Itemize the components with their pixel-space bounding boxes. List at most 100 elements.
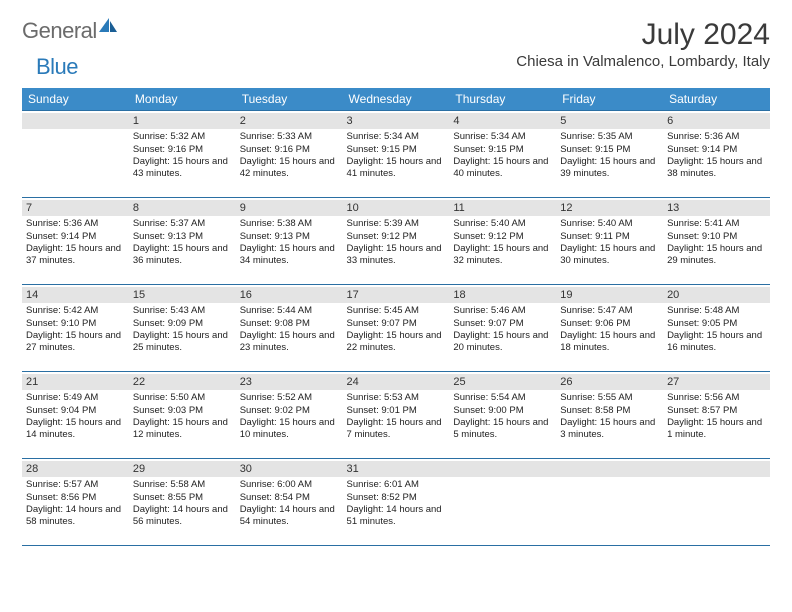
- calendar-day-cell: 28Sunrise: 5:57 AMSunset: 8:56 PMDayligh…: [22, 459, 129, 546]
- sunrise-line: Sunrise: 5:45 AM: [347, 305, 446, 317]
- sunrise-line: Sunrise: 5:42 AM: [26, 305, 125, 317]
- sunset-line: Sunset: 9:12 PM: [453, 231, 552, 243]
- sunset-line: Sunset: 9:01 PM: [347, 405, 446, 417]
- calendar-day-cell: 7Sunrise: 5:36 AMSunset: 9:14 PMDaylight…: [22, 198, 129, 285]
- sunrise-line: Sunrise: 5:41 AM: [667, 218, 766, 230]
- sunrise-line: Sunrise: 5:46 AM: [453, 305, 552, 317]
- calendar-day-cell: 19Sunrise: 5:47 AMSunset: 9:06 PMDayligh…: [556, 285, 663, 372]
- daylight-line: Daylight: 15 hours and 32 minutes.: [453, 243, 552, 268]
- daylight-line: Daylight: 15 hours and 3 minutes.: [560, 417, 659, 442]
- sunset-line: Sunset: 9:00 PM: [453, 405, 552, 417]
- sunrise-line: Sunrise: 5:52 AM: [240, 392, 339, 404]
- day-number: 20: [663, 287, 770, 303]
- day-number: 15: [129, 287, 236, 303]
- daylight-line: Daylight: 15 hours and 10 minutes.: [240, 417, 339, 442]
- calendar-day-cell: 25Sunrise: 5:54 AMSunset: 9:00 PMDayligh…: [449, 372, 556, 459]
- sunrise-line: Sunrise: 5:34 AM: [347, 131, 446, 143]
- weekday-header: Wednesday: [343, 88, 450, 111]
- day-number: 25: [449, 374, 556, 390]
- calendar-day-cell: 3Sunrise: 5:34 AMSunset: 9:15 PMDaylight…: [343, 111, 450, 198]
- daylight-line: Daylight: 15 hours and 43 minutes.: [133, 156, 232, 181]
- day-number: 28: [22, 461, 129, 477]
- day-number: 3: [343, 113, 450, 129]
- day-number-empty: [663, 461, 770, 477]
- day-number: 5: [556, 113, 663, 129]
- day-number: 23: [236, 374, 343, 390]
- sunset-line: Sunset: 9:07 PM: [347, 318, 446, 330]
- daylight-line: Daylight: 15 hours and 41 minutes.: [347, 156, 446, 181]
- day-number: 8: [129, 200, 236, 216]
- day-number: 19: [556, 287, 663, 303]
- sunrise-line: Sunrise: 5:36 AM: [667, 131, 766, 143]
- daylight-line: Daylight: 15 hours and 40 minutes.: [453, 156, 552, 181]
- weekday-header: Sunday: [22, 88, 129, 111]
- sunset-line: Sunset: 9:15 PM: [560, 144, 659, 156]
- day-number: 9: [236, 200, 343, 216]
- calendar-day-cell: 23Sunrise: 5:52 AMSunset: 9:02 PMDayligh…: [236, 372, 343, 459]
- sunset-line: Sunset: 9:12 PM: [347, 231, 446, 243]
- day-number: 2: [236, 113, 343, 129]
- day-number: 12: [556, 200, 663, 216]
- sunrise-line: Sunrise: 5:36 AM: [26, 218, 125, 230]
- weekday-header: Tuesday: [236, 88, 343, 111]
- calendar-day-cell: [663, 459, 770, 546]
- sunrise-line: Sunrise: 5:50 AM: [133, 392, 232, 404]
- sunrise-line: Sunrise: 5:43 AM: [133, 305, 232, 317]
- sunrise-line: Sunrise: 5:33 AM: [240, 131, 339, 143]
- daylight-line: Daylight: 15 hours and 18 minutes.: [560, 330, 659, 355]
- calendar-day-cell: 13Sunrise: 5:41 AMSunset: 9:10 PMDayligh…: [663, 198, 770, 285]
- day-number: 31: [343, 461, 450, 477]
- calendar-day-cell: 8Sunrise: 5:37 AMSunset: 9:13 PMDaylight…: [129, 198, 236, 285]
- sunrise-line: Sunrise: 5:55 AM: [560, 392, 659, 404]
- day-number: 21: [22, 374, 129, 390]
- day-number-empty: [556, 461, 663, 477]
- day-number: 18: [449, 287, 556, 303]
- sunset-line: Sunset: 8:58 PM: [560, 405, 659, 417]
- logo: General: [22, 18, 121, 44]
- day-number: 30: [236, 461, 343, 477]
- daylight-line: Daylight: 15 hours and 39 minutes.: [560, 156, 659, 181]
- sunrise-line: Sunrise: 5:39 AM: [347, 218, 446, 230]
- daylight-line: Daylight: 15 hours and 38 minutes.: [667, 156, 766, 181]
- sunrise-line: Sunrise: 5:53 AM: [347, 392, 446, 404]
- sunset-line: Sunset: 9:16 PM: [133, 144, 232, 156]
- calendar-day-cell: 18Sunrise: 5:46 AMSunset: 9:07 PMDayligh…: [449, 285, 556, 372]
- calendar-day-cell: 31Sunrise: 6:01 AMSunset: 8:52 PMDayligh…: [343, 459, 450, 546]
- calendar-week-row: 1Sunrise: 5:32 AMSunset: 9:16 PMDaylight…: [22, 111, 770, 198]
- daylight-line: Daylight: 14 hours and 51 minutes.: [347, 504, 446, 529]
- day-number: 24: [343, 374, 450, 390]
- day-number: 14: [22, 287, 129, 303]
- daylight-line: Daylight: 15 hours and 12 minutes.: [133, 417, 232, 442]
- calendar-day-cell: 17Sunrise: 5:45 AMSunset: 9:07 PMDayligh…: [343, 285, 450, 372]
- day-number: 22: [129, 374, 236, 390]
- daylight-line: Daylight: 15 hours and 20 minutes.: [453, 330, 552, 355]
- calendar-day-cell: 9Sunrise: 5:38 AMSunset: 9:13 PMDaylight…: [236, 198, 343, 285]
- day-number: 26: [556, 374, 663, 390]
- calendar-day-cell: 20Sunrise: 5:48 AMSunset: 9:05 PMDayligh…: [663, 285, 770, 372]
- sunset-line: Sunset: 9:15 PM: [453, 144, 552, 156]
- daylight-line: Daylight: 15 hours and 14 minutes.: [26, 417, 125, 442]
- calendar-day-cell: 27Sunrise: 5:56 AMSunset: 8:57 PMDayligh…: [663, 372, 770, 459]
- logo-sail-icon: [97, 16, 119, 39]
- calendar-day-cell: 10Sunrise: 5:39 AMSunset: 9:12 PMDayligh…: [343, 198, 450, 285]
- sunset-line: Sunset: 9:05 PM: [667, 318, 766, 330]
- sunset-line: Sunset: 9:14 PM: [26, 231, 125, 243]
- sunrise-line: Sunrise: 5:44 AM: [240, 305, 339, 317]
- weekday-header-row: Sunday Monday Tuesday Wednesday Thursday…: [22, 88, 770, 111]
- daylight-line: Daylight: 15 hours and 34 minutes.: [240, 243, 339, 268]
- calendar-day-cell: 12Sunrise: 5:40 AMSunset: 9:11 PMDayligh…: [556, 198, 663, 285]
- sunset-line: Sunset: 8:52 PM: [347, 492, 446, 504]
- daylight-line: Daylight: 15 hours and 29 minutes.: [667, 243, 766, 268]
- daylight-line: Daylight: 15 hours and 36 minutes.: [133, 243, 232, 268]
- sunset-line: Sunset: 8:54 PM: [240, 492, 339, 504]
- calendar-day-cell: 4Sunrise: 5:34 AMSunset: 9:15 PMDaylight…: [449, 111, 556, 198]
- month-title: July 2024: [516, 18, 770, 51]
- day-number: 4: [449, 113, 556, 129]
- calendar-week-row: 14Sunrise: 5:42 AMSunset: 9:10 PMDayligh…: [22, 285, 770, 372]
- sunset-line: Sunset: 9:14 PM: [667, 144, 766, 156]
- daylight-line: Daylight: 15 hours and 23 minutes.: [240, 330, 339, 355]
- sunset-line: Sunset: 9:16 PM: [240, 144, 339, 156]
- day-number: 10: [343, 200, 450, 216]
- sunset-line: Sunset: 9:13 PM: [240, 231, 339, 243]
- calendar-table: Sunday Monday Tuesday Wednesday Thursday…: [22, 88, 770, 545]
